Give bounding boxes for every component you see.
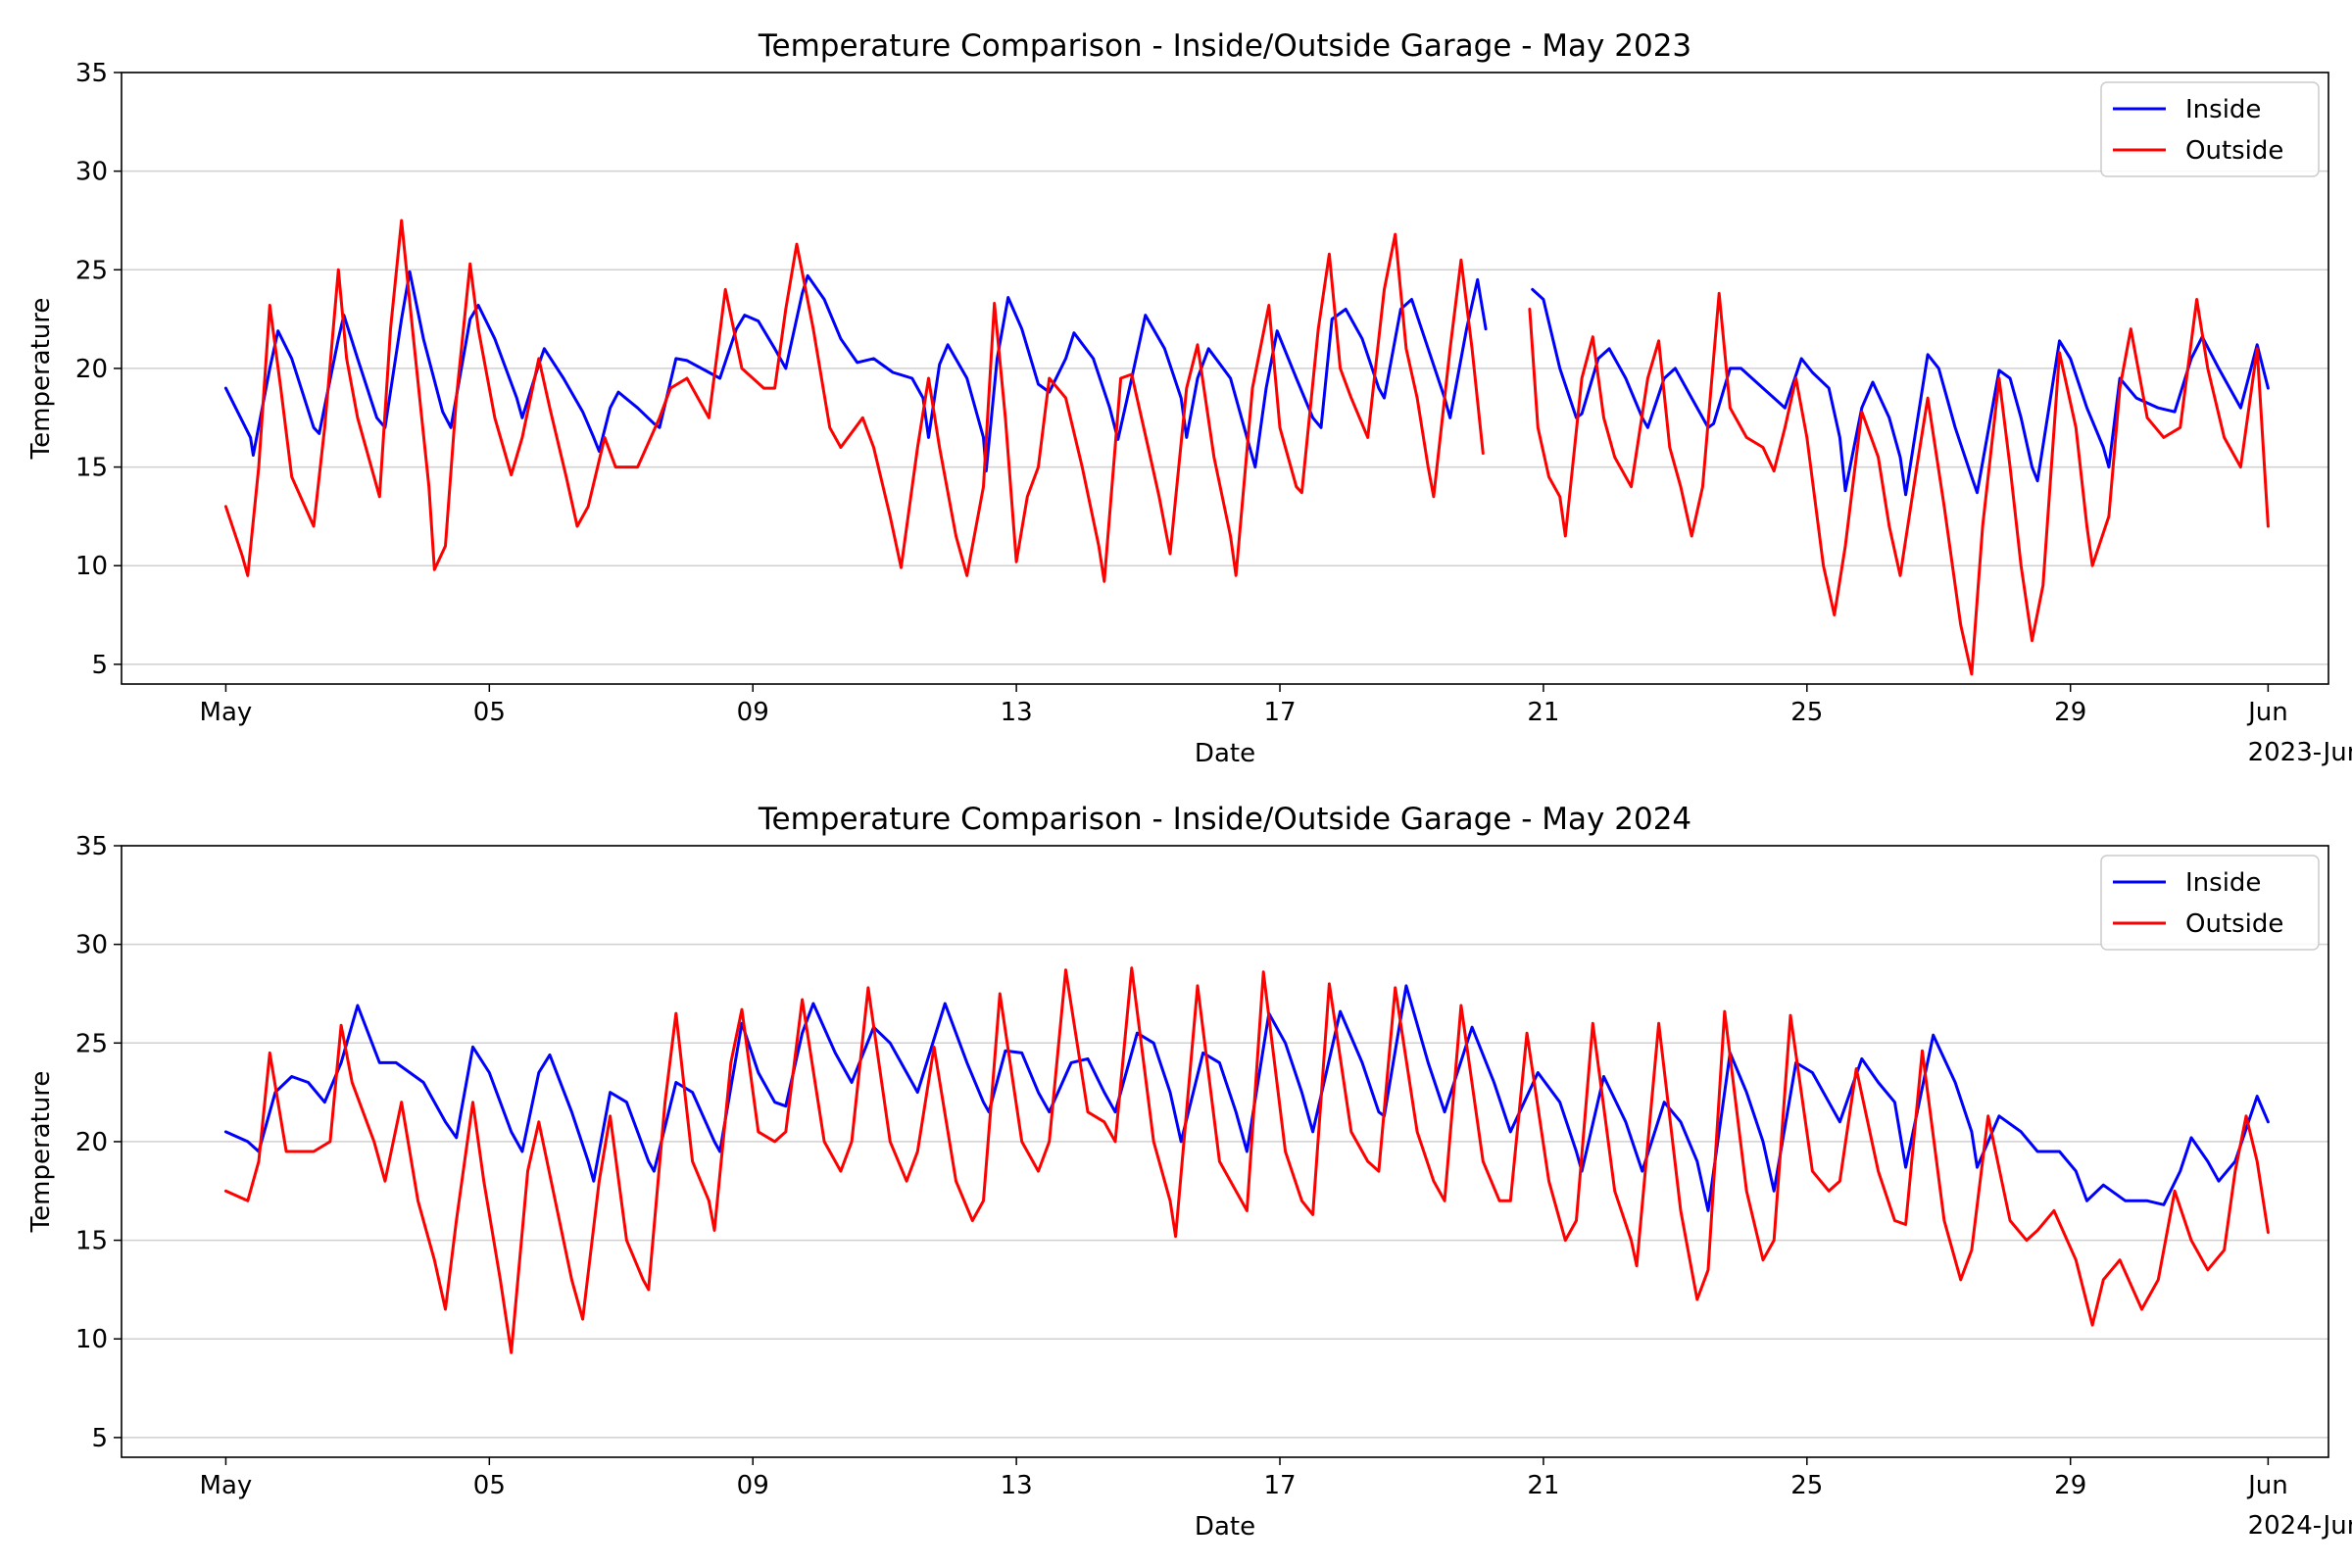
- x-axis-label: Date: [1195, 739, 1255, 768]
- x-tick-label: 25: [1790, 698, 1823, 727]
- chart-title: Temperature Comparison - Inside/Outside …: [758, 28, 1691, 64]
- chart-2024: 5 10 15 20 25 30 35 May 05 09 13 17 21 25 29 Jun 2024-Ju…: [26, 802, 2352, 1542]
- x-offset-label: 2023-Jun: [2248, 738, 2352, 767]
- legend-label-outside: Outside: [2185, 909, 2283, 939]
- y-tick-label: 20: [75, 355, 108, 384]
- series-line-inside: [223, 984, 2270, 1212]
- series-line-inside: [223, 270, 2270, 497]
- chart-2023: 5 10 15 20 25 30 35 May 05 09 13 17 21 25 29 Jun 2023-Ju…: [26, 28, 2352, 768]
- x-tick-label: 13: [1001, 1471, 1033, 1500]
- y-tick-label: 5: [91, 1424, 108, 1453]
- legend-box: [2100, 81, 2320, 177]
- x-tick-label: May: [200, 1471, 253, 1500]
- x-tick-label: 29: [2054, 1471, 2086, 1500]
- y-tick-label: 20: [75, 1128, 108, 1157]
- y-axis-label: Temperature: [26, 1071, 56, 1234]
- x-offset-label: 2024-Jun: [2248, 1511, 2352, 1541]
- x-tick-label: Jun: [2246, 698, 2288, 727]
- x-tick-label: 05: [473, 1471, 506, 1500]
- y-tick-label: 10: [75, 1325, 108, 1354]
- x-axis-label: Date: [1195, 1512, 1255, 1542]
- y-tick-label: 5: [91, 651, 108, 680]
- legend: Inside Outside: [2100, 81, 2320, 177]
- y-tick-label: 35: [75, 832, 108, 861]
- y-tick-label: 15: [75, 454, 108, 483]
- y-tick-label: 35: [75, 59, 108, 88]
- y-tick-label: 30: [75, 931, 108, 960]
- x-tick-label: Jun: [2246, 1471, 2288, 1500]
- x-tick-label: 17: [1263, 1471, 1296, 1500]
- series-line-outside: [223, 219, 2270, 676]
- y-tick-label: 10: [75, 552, 108, 581]
- y-tick-label: 25: [75, 1029, 108, 1058]
- x-tick-label: 17: [1263, 698, 1296, 727]
- x-tick-label: 29: [2054, 698, 2086, 727]
- legend-label-inside: Inside: [2185, 95, 2261, 124]
- x-tick-label: 09: [737, 698, 769, 727]
- legend-label-inside: Inside: [2185, 868, 2261, 898]
- legend-label-outside: Outside: [2185, 136, 2283, 166]
- legend: Inside Outside: [2100, 855, 2320, 951]
- x-tick-label: 05: [473, 698, 506, 727]
- chart-title: Temperature Comparison - Inside/Outside …: [758, 802, 1691, 837]
- legend-box: [2100, 855, 2320, 951]
- series-line-outside: [223, 966, 2270, 1354]
- plot-frame: [121, 72, 2329, 685]
- x-tick-label: 13: [1001, 698, 1033, 727]
- plot-frame: [121, 845, 2329, 1458]
- y-axis-label: Temperature: [26, 298, 56, 461]
- x-tick-label: 25: [1790, 1471, 1823, 1500]
- y-tick-label: 30: [75, 158, 108, 187]
- y-tick-label: 25: [75, 256, 108, 285]
- y-tick-label: 15: [75, 1227, 108, 1256]
- x-tick-label: 09: [737, 1471, 769, 1500]
- x-tick-label: 21: [1527, 1471, 1559, 1500]
- x-tick-label: May: [200, 698, 253, 727]
- x-tick-label: 21: [1527, 698, 1559, 727]
